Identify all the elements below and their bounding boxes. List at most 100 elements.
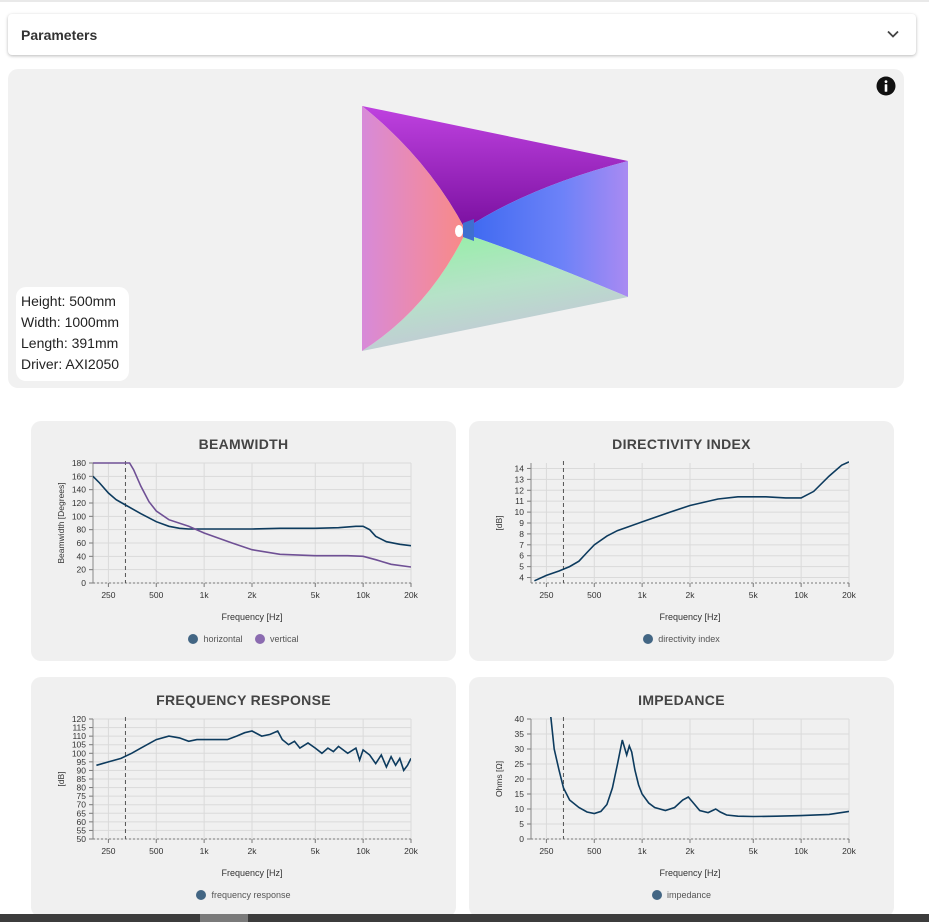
x-tick-label: 250: [101, 590, 115, 600]
x-tick-label: 1k: [638, 590, 648, 600]
y-tick-label: 60: [77, 538, 87, 548]
legend-item-impedance[interactable]: impedance: [651, 890, 712, 900]
x-tick-label: 500: [587, 590, 601, 600]
y-tick-label: 140: [72, 485, 86, 495]
x-tick-label: 20k: [404, 590, 418, 600]
horn-model: [362, 106, 628, 351]
legend-item-vertical[interactable]: vertical: [255, 634, 299, 644]
y-tick-label: 15: [515, 789, 525, 799]
y-tick-label: 25: [515, 759, 525, 769]
y-tick-label: 13: [515, 474, 525, 484]
x-tick-label: 20k: [842, 590, 856, 600]
x-tick-label: 5k: [311, 590, 321, 600]
y-axis-label: Ohms [Ω]: [494, 761, 504, 797]
legend-label: frequency response: [211, 890, 291, 900]
y-tick-label: 20: [515, 774, 525, 784]
x-tick-label: 250: [539, 846, 553, 856]
x-tick-label: 10k: [356, 846, 370, 856]
legend-label: directivity index: [658, 634, 720, 644]
x-tick-label: 5k: [311, 846, 321, 856]
y-tick-label: 0: [519, 834, 524, 844]
legend-label: vertical: [270, 634, 299, 644]
y-tick-label: 4: [519, 573, 524, 583]
series-line: [550, 717, 849, 818]
x-tick-label: 1k: [638, 846, 648, 856]
x-tick-label: 500: [587, 846, 601, 856]
y-tick-label: 80: [77, 525, 87, 535]
y-axis-label: [dB]: [56, 771, 66, 786]
y-tick-label: 8: [519, 529, 524, 539]
y-axis-label: Beamwidth [Degrees]: [56, 482, 66, 563]
length-value: Length: 391mm: [21, 335, 119, 351]
info-icon[interactable]: [876, 76, 896, 101]
beamwidth-chart-card: BEAMWIDTH 0 20 40 60 80 100 120 140 160 180 250 500…: [31, 421, 456, 661]
chart-title: FREQUENCY RESPONSE: [156, 692, 331, 708]
legend-dot: [255, 634, 266, 644]
top-divider: [0, 0, 929, 2]
y-tick-label: 60: [77, 817, 87, 827]
chart-title: DIRECTIVITY INDEX: [612, 436, 751, 452]
y-tick-label: 10: [515, 507, 525, 517]
chart-legend: directivity index: [469, 634, 894, 644]
x-tick-label: 250: [539, 590, 553, 600]
x-axis-label: Frequency [Hz]: [659, 868, 720, 878]
parameters-accordion[interactable]: Parameters: [8, 14, 916, 55]
legend-dot: [651, 890, 662, 900]
y-tick-label: 110: [72, 731, 86, 741]
frequency-response-chart-card: FREQUENCY RESPONSE 50 55 60 65 70 75 80 85 90 95 1…: [31, 677, 456, 917]
x-tick-label: 2k: [686, 590, 696, 600]
series-line: [96, 729, 411, 773]
legend-item-horizontal[interactable]: horizontal: [188, 634, 243, 644]
x-tick-label: 20k: [404, 846, 418, 856]
y-tick-label: 120: [72, 498, 86, 508]
y-tick-label: 35: [515, 729, 525, 739]
impedance-plot: 0 5 10 15 20 25 30 35 40 250 500 1k 2k 5k 10k 20k Freque…: [494, 714, 857, 878]
chart-legend: frequency response: [31, 890, 456, 900]
y-tick-label: 11: [515, 496, 524, 506]
beamwidth-plot: 0 20 40 60 80 100 120 140 160 180 250 500 1k 2k 5k 10k 2…: [56, 458, 419, 622]
y-tick-label: 90: [77, 765, 87, 775]
y-tick-label: 40: [77, 551, 87, 561]
x-tick-label: 1k: [200, 590, 210, 600]
horn-dimensions-panel: Height: 500mm Width: 1000mm Length: 391m…: [16, 287, 129, 381]
x-tick-label: 10k: [794, 590, 808, 600]
y-tick-label: 5: [519, 562, 524, 572]
x-tick-label: 500: [149, 846, 163, 856]
y-tick-label: 70: [77, 800, 87, 810]
legend-item-directivity-index[interactable]: directivity index: [643, 634, 720, 644]
scrollbar-thumb[interactable]: [200, 914, 248, 922]
horn-3d-viewer[interactable]: Height: 500mm Width: 1000mm Length: 391m…: [8, 69, 904, 388]
legend-label: horizontal: [203, 634, 243, 644]
chart-legend: horizontal vertical: [31, 634, 456, 644]
x-axis-label: Frequency [Hz]: [221, 612, 282, 622]
legend-dot: [643, 634, 654, 644]
horizontal-scrollbar[interactable]: [0, 914, 929, 922]
legend-item-frequency-response[interactable]: frequency response: [196, 890, 291, 900]
y-tick-label: 55: [77, 825, 87, 835]
y-axis-label: [dB]: [494, 515, 504, 530]
legend-dot: [196, 890, 207, 900]
chart-title: BEAMWIDTH: [198, 436, 289, 452]
legend-label: impedance: [666, 890, 712, 900]
y-tick-label: 30: [515, 744, 525, 754]
y-tick-label: 65: [77, 808, 87, 818]
chevron-down-icon[interactable]: [886, 27, 900, 46]
y-tick-label: 10: [515, 804, 525, 814]
parameters-title: Parameters: [21, 27, 98, 43]
y-tick-label: 105: [72, 740, 86, 750]
x-tick-label: 2k: [248, 590, 258, 600]
y-tick-label: 100: [72, 511, 86, 521]
impedance-chart-card: IMPEDANCE 0 5 10 15 20 25 30 35 40 250 500 1k 2k 5k 10…: [469, 677, 894, 917]
x-axis-label: Frequency [Hz]: [659, 612, 720, 622]
x-tick-label: 20k: [842, 846, 856, 856]
legend-dot: [188, 634, 199, 644]
y-tick-label: 7: [519, 540, 524, 550]
y-tick-label: 160: [72, 471, 86, 481]
x-tick-label: 2k: [686, 846, 696, 856]
x-tick-label: 1k: [200, 846, 210, 856]
driver-value: Driver: AXI2050: [21, 356, 120, 372]
width-value: Width: 1000mm: [21, 314, 120, 330]
directivity-chart-card: DIRECTIVITY INDEX 4 5 6 7 8 9 10 11 12 13 14 250 500…: [469, 421, 894, 661]
y-tick-label: 0: [81, 578, 86, 588]
